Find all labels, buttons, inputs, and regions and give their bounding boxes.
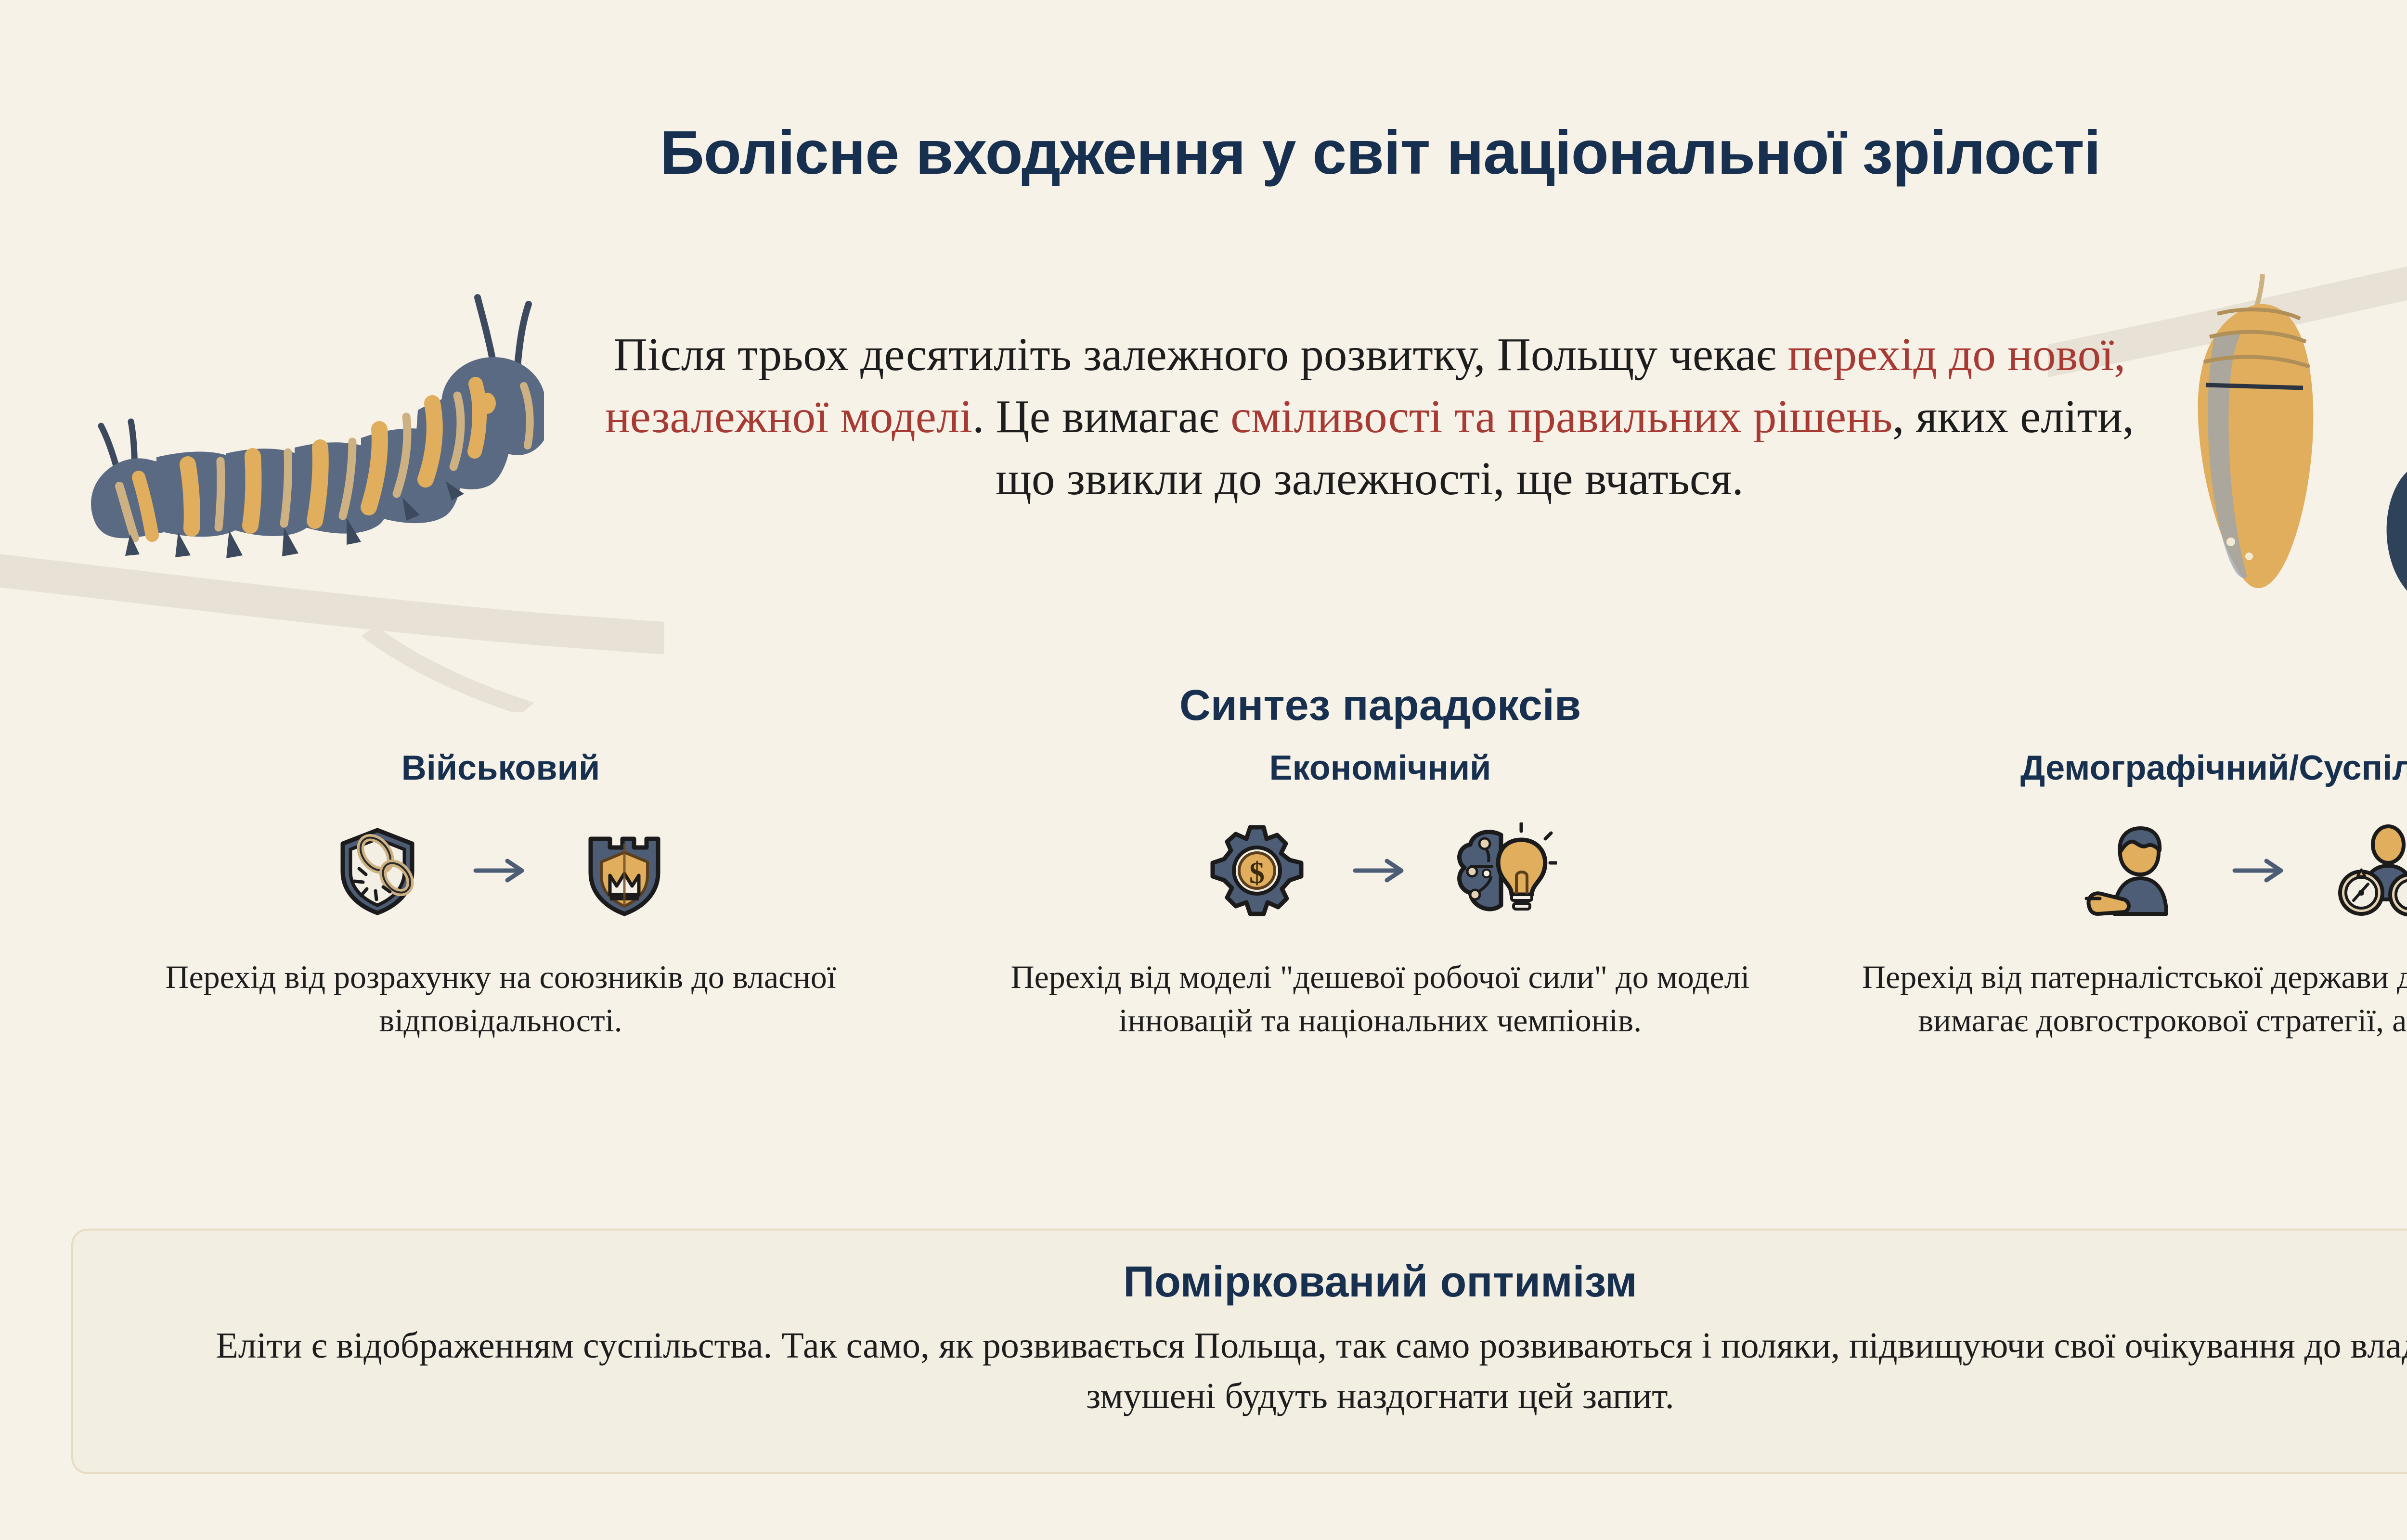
paradox-column-demographic: Демографічний/Суспільний [1846, 748, 2407, 1042]
intro-text-3: , яких еліти, що звикли до залежності, щ… [996, 391, 2135, 504]
arrow-icon-demographic [2219, 849, 2301, 892]
intro-paragraph: Після трьох десятиліть залежного розвитк… [573, 323, 2166, 510]
column-caption-military: Перехід від розрахунку на союзників до в… [165, 959, 836, 1039]
column-heading-military: Військовий [401, 749, 600, 787]
intro-text-1: Після трьох десятиліть залежного розвитк… [613, 329, 1788, 380]
person-open-hand-icon [2080, 814, 2193, 927]
intro-accent-1: перехід до нової, незалежної моделі [605, 329, 2126, 442]
icon-transition-military [321, 808, 681, 933]
gear-dollar-icon: $ [1200, 814, 1313, 927]
arrow-icon-economic [1339, 849, 1421, 892]
person-compass-clock-icon [2327, 814, 2407, 927]
intro-accent-2: сміливості та правильних рішень [1230, 391, 1893, 442]
svg-text:$: $ [1249, 856, 1265, 890]
panel-body-text: Еліти є відображенням суспільства. Так с… [216, 1325, 2407, 1416]
section-title-synthesis: Синтез парадоксів [1179, 681, 1581, 730]
caterpillar-illustration [91, 294, 544, 558]
shield-broken-chain-icon [321, 814, 434, 927]
shield-crown-icon [568, 814, 681, 927]
icon-transition-economic: $ [1200, 808, 1560, 933]
column-caption-economic: Перехід від моделі "дешевої робочої сили… [1010, 959, 1750, 1039]
panel-title: Поміркований оптимізм [1123, 1258, 1637, 1306]
paradox-column-military: Військовий [87, 748, 915, 1042]
paradox-column-economic: Економічний $ [966, 748, 1794, 1042]
butterfly-icon [2386, 472, 2407, 591]
intro-text-2: . Це вимагає [972, 391, 1231, 442]
arrow-icon-military [460, 849, 542, 892]
column-caption-demographic: Перехід від патерналістської держави до … [1862, 959, 2407, 1039]
brain-lightbulb-icon [1447, 814, 1560, 927]
paradox-columns: Військовий [87, 748, 2407, 1042]
optimism-panel: Поміркований оптимізм Еліти є відображен… [71, 1229, 2407, 1474]
page-title: Болісне входження у світ національної зр… [660, 118, 2101, 187]
cocoon-icon [2198, 274, 2314, 589]
metamorphosis-illustration [2198, 274, 2407, 591]
column-heading-demographic: Демографічний/Суспільний [2020, 749, 2407, 787]
column-heading-economic: Економічний [1269, 749, 1491, 787]
icon-transition-demographic [2080, 808, 2407, 933]
